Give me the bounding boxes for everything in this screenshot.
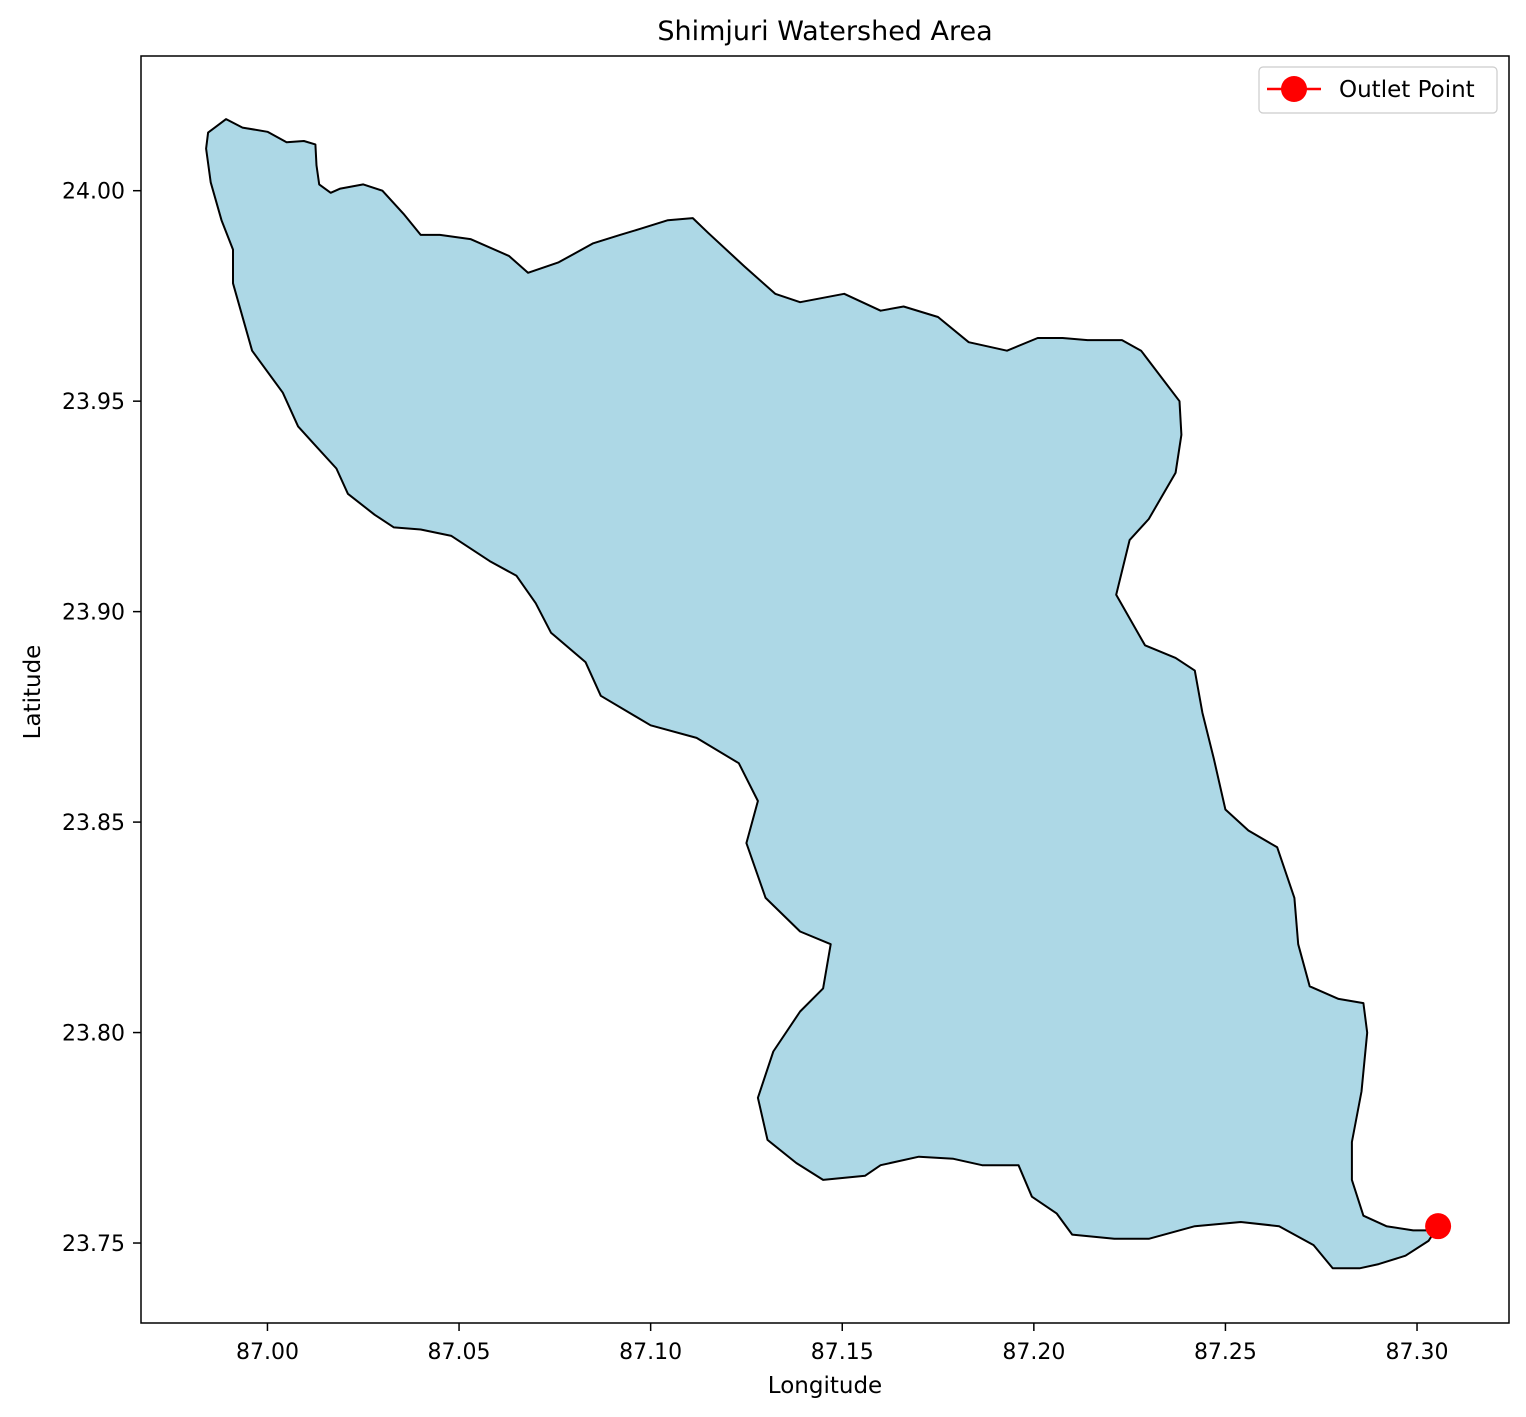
y-tick-label: 23.75 [62, 1232, 125, 1257]
y-tick-label: 24.00 [62, 180, 125, 205]
x-axis-label: Longitude [768, 1373, 882, 1399]
legend-label-outlet-point: Outlet Point [1339, 77, 1475, 103]
x-tick-label: 87.25 [1194, 1340, 1257, 1365]
plot-area [205, 118, 1452, 1270]
legend-marker-dot [1281, 76, 1307, 102]
x-tick-label: 87.05 [428, 1340, 491, 1365]
x-tick-label: 87.10 [619, 1340, 682, 1365]
y-axis-ticks: 23.75 23.80 23.85 23.90 23.95 24.00 [62, 180, 141, 1257]
y-tick-label: 23.80 [62, 1022, 125, 1047]
y-tick-label: 23.90 [62, 601, 125, 626]
legend: Outlet Point [1258, 66, 1498, 114]
outlet-point-marker [1425, 1213, 1452, 1240]
watershed-polygon [205, 118, 1440, 1270]
y-axis-label: Latitude [20, 645, 46, 740]
y-tick-label: 23.85 [62, 811, 125, 836]
chart-title: Shimjuri Watershed Area [657, 16, 992, 47]
y-tick-label: 23.95 [62, 390, 125, 415]
legend-box [1258, 66, 1498, 114]
x-tick-label: 87.15 [811, 1340, 874, 1365]
x-tick-label: 87.00 [236, 1340, 299, 1365]
x-tick-label: 87.30 [1386, 1340, 1449, 1365]
x-axis-ticks: 87.00 87.05 87.10 87.15 87.20 87.25 87.30 [236, 1323, 1449, 1365]
axes-frame [140, 55, 1510, 1324]
x-tick-label: 87.20 [1002, 1340, 1065, 1365]
